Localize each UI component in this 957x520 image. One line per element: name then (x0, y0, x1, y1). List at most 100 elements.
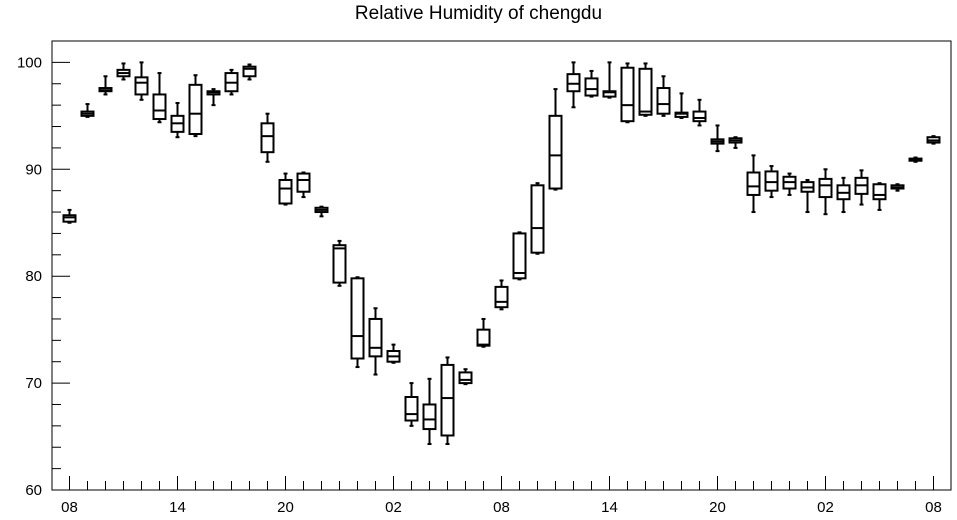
box-48 (926, 135, 941, 145)
box-25 (512, 231, 527, 281)
box-42 (818, 168, 833, 216)
box-24 (494, 279, 509, 311)
box-21 (440, 356, 455, 446)
axes (51, 40, 952, 491)
box-body (296, 172, 311, 193)
box-body (602, 90, 617, 98)
box-5 (152, 72, 167, 124)
box-body (188, 83, 203, 136)
box-body (656, 87, 671, 115)
box-46 (890, 183, 905, 192)
box-40 (782, 172, 797, 196)
box-body (260, 122, 275, 154)
box-36 (710, 124, 725, 153)
box-34 (674, 92, 689, 119)
box-26 (530, 182, 545, 255)
box-body (458, 371, 473, 385)
box-body (278, 178, 293, 205)
box-body (440, 363, 455, 437)
x-tick-label: 08 (61, 499, 78, 516)
box-body (548, 114, 563, 190)
box-body (530, 184, 545, 254)
box-12 (278, 172, 293, 206)
x-tick-label: 20 (277, 499, 294, 516)
box-6 (170, 102, 185, 139)
box-44 (854, 169, 869, 206)
box-35 (692, 98, 707, 127)
box-body (872, 183, 887, 201)
box-27 (548, 88, 563, 191)
plot-frame (51, 40, 952, 491)
box-body (692, 110, 707, 123)
box-10 (242, 63, 257, 81)
box-body (638, 67, 653, 116)
box-7 (188, 74, 203, 138)
x-tick-label: 02 (385, 499, 402, 516)
box-9 (224, 68, 239, 96)
box-body (566, 73, 581, 93)
box-0 (62, 208, 77, 224)
y-tick-label: 100 (17, 54, 42, 71)
box-body (350, 277, 365, 360)
box-body (134, 76, 149, 96)
box-41 (800, 178, 815, 214)
box-body (818, 177, 833, 199)
y-tick-label: 90 (25, 161, 42, 178)
x-tick-label: 20 (709, 499, 726, 516)
box-28 (566, 61, 581, 109)
box-2 (98, 75, 113, 96)
x-tick-label: 08 (493, 499, 510, 516)
box-45 (872, 182, 887, 211)
tick-labels: 60 70 80 90 100 08 14 20 02 08 14 20 02 08 (17, 54, 942, 516)
box-13 (296, 171, 311, 199)
box-17 (368, 307, 383, 376)
y-tick-label: 60 (25, 482, 42, 499)
box-22 (458, 368, 473, 386)
x-tick-label: 08 (925, 499, 942, 516)
box-body (332, 244, 347, 284)
box-body (476, 328, 491, 347)
box-body (674, 111, 689, 118)
box-30 (602, 61, 617, 99)
box-body (62, 214, 77, 223)
box-29 (584, 69, 599, 98)
box-1 (80, 103, 95, 118)
box-15 (332, 239, 347, 287)
box-31 (620, 62, 635, 124)
box-11 (260, 112, 275, 163)
box-37 (728, 136, 743, 149)
y-tick-label: 80 (25, 268, 42, 285)
box-body (152, 93, 167, 121)
box-body (584, 77, 599, 97)
x-tick-label: 14 (169, 499, 186, 516)
box-body (242, 65, 257, 78)
y-tick-label: 70 (25, 375, 42, 392)
box-body (368, 317, 383, 358)
box-body (404, 395, 419, 422)
box-18 (386, 343, 401, 364)
box-39 (764, 165, 779, 199)
box-body (422, 403, 437, 431)
box-body (746, 171, 761, 196)
box-series (62, 61, 941, 446)
box-4 (134, 61, 149, 101)
box-body (764, 170, 779, 192)
box-33 (656, 75, 671, 117)
box-19 (404, 382, 419, 427)
box-14 (314, 205, 329, 218)
x-tick-label: 02 (817, 499, 834, 516)
x-tick-label: 14 (601, 499, 618, 516)
box-23 (476, 317, 491, 348)
box-body (620, 66, 635, 123)
box-20 (422, 377, 437, 446)
chart-title: Relative Humidity of chengdu (354, 3, 603, 24)
box-body (512, 232, 527, 280)
box-16 (350, 276, 365, 369)
box-47 (908, 156, 923, 163)
box-3 (116, 62, 131, 81)
box-8 (206, 88, 221, 107)
box-body (494, 285, 509, 309)
box-38 (746, 154, 761, 214)
box-32 (638, 62, 653, 117)
